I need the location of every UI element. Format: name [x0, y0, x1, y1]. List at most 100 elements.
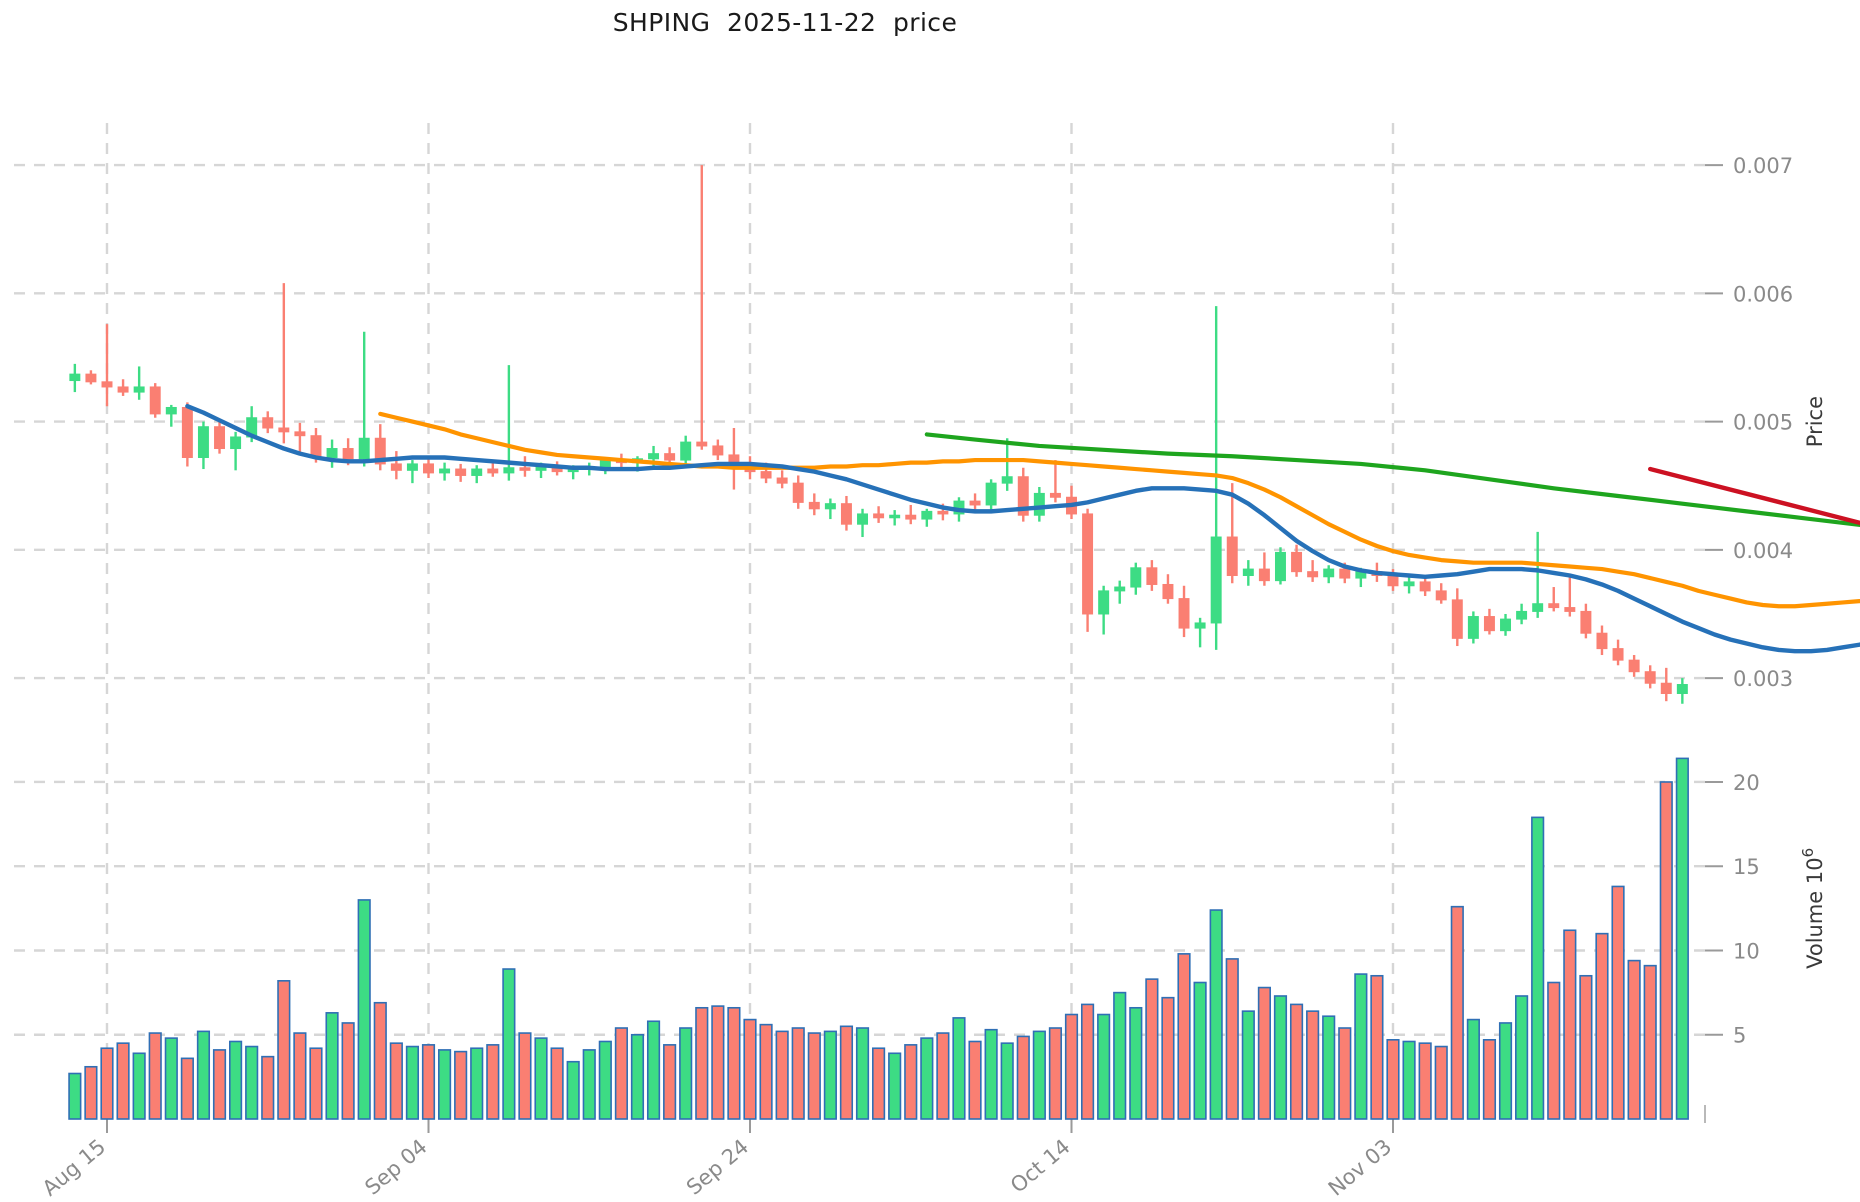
candle-body [1419, 581, 1431, 592]
date-tick-label: Oct 14 [1006, 1134, 1075, 1197]
candle-body [1323, 568, 1335, 578]
candle-body [857, 513, 869, 525]
volume-bar [534, 1037, 548, 1120]
ma-medium-line [378, 411, 1860, 609]
volume-bar [421, 1044, 436, 1120]
volume-bar [1306, 1010, 1320, 1120]
volume-bar [502, 968, 516, 1120]
candle-body [165, 406, 177, 415]
candle-body [1451, 599, 1463, 639]
candle-body [808, 501, 820, 510]
candle-body [1403, 581, 1415, 587]
volume-bar [1209, 909, 1223, 1120]
volume-tick-label: 15 [1733, 855, 1760, 879]
svg-text:Volume 106: Volume 106 [1799, 848, 1827, 969]
candle-body [1001, 476, 1013, 484]
candle-body [310, 435, 322, 458]
volume-bar [405, 1045, 420, 1120]
volume-bar [1434, 1045, 1448, 1120]
volume-bar [1643, 964, 1657, 1120]
candle-body [1596, 632, 1608, 650]
candle-body [1548, 603, 1560, 609]
volume-bar [1193, 981, 1207, 1120]
candle-body [1098, 590, 1110, 615]
volume-bar [1611, 885, 1625, 1120]
volume-bar [614, 1027, 628, 1120]
volume-bar [663, 1044, 677, 1120]
candle-body [1676, 684, 1688, 694]
candlestick-layer [69, 165, 1688, 704]
volume-bar [1080, 1003, 1095, 1120]
volume-bar [791, 1027, 805, 1120]
volume-bar [1466, 1018, 1480, 1120]
volume-bar [1547, 981, 1561, 1120]
volume-bar [518, 1032, 532, 1120]
price-axis-title: Price [1803, 396, 1827, 447]
candle-body [1242, 568, 1254, 577]
volume-bar [743, 1018, 757, 1120]
volume-bar [695, 1006, 709, 1120]
volume-bar [807, 1032, 821, 1120]
date-tick-label: Sep 04 [360, 1134, 431, 1199]
candle-body [519, 467, 531, 471]
volume-tick-label: 20 [1733, 771, 1760, 795]
volume-bar [454, 1050, 468, 1120]
volume-bar [1338, 1027, 1352, 1120]
candle-body [1178, 598, 1190, 629]
date-tick-label: Nov 03 [1324, 1134, 1396, 1200]
volume-bar [1322, 1015, 1336, 1120]
candle-body [648, 453, 660, 460]
candle-body [1564, 607, 1576, 612]
volume-bar [1097, 1013, 1111, 1120]
candle-body [1500, 618, 1512, 632]
candle-body [696, 441, 708, 447]
volume-bar [1595, 932, 1609, 1120]
candle-body [181, 406, 193, 459]
volume-bar [1145, 978, 1159, 1120]
volume-bar [245, 1045, 259, 1120]
candle-body [133, 386, 145, 393]
candle-body [230, 436, 242, 450]
candle-body [873, 513, 885, 519]
volume-bar [196, 1030, 211, 1120]
candle-body [85, 373, 97, 383]
date-tick-label: Sep 24 [682, 1134, 753, 1199]
volume-bar [968, 1040, 982, 1120]
volume-bar [164, 1037, 178, 1120]
candle-body [1130, 567, 1142, 588]
volume-bar [1531, 816, 1545, 1120]
candle-body [889, 514, 901, 519]
candle-body [326, 448, 338, 458]
volume-bar [1482, 1039, 1497, 1120]
candle-body [358, 437, 370, 460]
volume-bar [1113, 991, 1127, 1120]
volume-bar [920, 1037, 934, 1120]
volume-bar [389, 1042, 403, 1120]
candle-body [1082, 513, 1094, 615]
candle-body [262, 417, 274, 429]
volume-bar [1048, 1027, 1063, 1120]
volume-bar [550, 1047, 564, 1120]
volume-bar [1579, 974, 1593, 1120]
candle-body [471, 468, 483, 476]
volume-bar [872, 1047, 886, 1120]
volume-bar [566, 1060, 580, 1120]
ma-long-line [924, 432, 1860, 528]
candle-body [390, 463, 402, 471]
volume-bar [132, 1052, 146, 1120]
candle-body [680, 441, 692, 461]
volume-tick-label: 5 [1733, 1024, 1746, 1048]
candle-body [1612, 648, 1624, 661]
volume-bar [582, 1049, 596, 1120]
volume-bar [1418, 1042, 1432, 1120]
volume-bar [1257, 986, 1271, 1120]
volume-bar [325, 1012, 339, 1120]
candle-body [197, 426, 209, 458]
candle-body [985, 482, 997, 506]
candle-body [1226, 536, 1238, 576]
price-tick-label: 0.004 [1733, 539, 1793, 563]
candle-body [1435, 590, 1447, 601]
candle-body [824, 503, 836, 510]
volume-bar [1177, 953, 1191, 1120]
